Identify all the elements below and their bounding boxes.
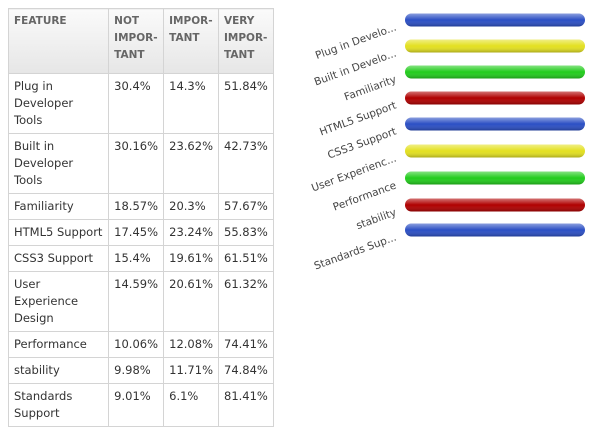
table-row: Plug in Developer Tools 30.4% 14.3% 51.84% [7, 73, 274, 134]
bar-shine [405, 13, 585, 27]
header-cell: IMPOR- TANT [163, 8, 219, 74]
table-cell: 20.3% [163, 193, 219, 220]
bar-shine [405, 223, 585, 237]
table-cell: stability [7, 357, 110, 384]
table-cell: Standards Support [7, 383, 110, 427]
header-line: IMPOR- [224, 32, 268, 44]
table-row: Familiarity 18.57% 20.3% 57.67% [7, 193, 274, 220]
bar-label: Standards Sup... [313, 232, 398, 273]
table-cell: 10.06% [108, 331, 165, 358]
table-cell: 23.24% [163, 219, 219, 246]
header-line: TANT [169, 32, 200, 44]
table-cell: HTML5 Support [7, 219, 110, 246]
table-cell: Built in Developer Tools [7, 133, 110, 194]
bar-shine [405, 65, 585, 79]
header-line: IMPOR- [114, 32, 158, 44]
table-cell: 57.67% [218, 193, 274, 220]
table-cell: 51.84% [218, 73, 274, 134]
table-cell: 81.41% [218, 383, 274, 427]
table-cell: CSS3 Support [7, 245, 110, 272]
header-line: FEATURE [14, 15, 67, 27]
header-line: TANT [224, 49, 255, 61]
header-row: FEATURE NOT IMPOR- TANT IMPOR- TANT VERY IMPOR-… [7, 8, 274, 74]
chart: Plug in Develo...Built in Develo...Famil… [310, 13, 585, 273]
bar-shine [405, 171, 585, 185]
table-cell: 12.08% [163, 331, 219, 358]
header-cell: NOT IMPOR- TANT [108, 8, 165, 74]
table-cell: 61.32% [218, 271, 274, 332]
bar-label: Familiarity [343, 74, 398, 104]
table-row: Performance 10.06% 12.08% 74.41% [7, 331, 274, 358]
header-line: IMPOR- [169, 15, 213, 27]
table-cell: 42.73% [218, 133, 274, 194]
table-cell: Performance [7, 331, 110, 358]
header-line: NOT [114, 15, 140, 27]
table-row: CSS3 Support 15.4% 19.61% 61.51% [7, 245, 274, 272]
table-cell: 20.61% [163, 271, 219, 332]
table-cell: 30.16% [108, 133, 165, 194]
table-row: HTML5 Support 17.45% 23.24% 55.83% [7, 219, 274, 246]
table-cell: 74.41% [218, 331, 274, 358]
table-cell: 30.4% [108, 73, 165, 134]
table-cell: 61.51% [218, 245, 274, 272]
bar-label: stability [355, 207, 398, 233]
table-cell: 15.4% [108, 245, 165, 272]
table-row: Built in Developer Tools 30.16% 23.62% 42.7… [7, 133, 274, 194]
table-cell: 17.45% [108, 219, 165, 246]
header-line: TANT [114, 49, 145, 61]
table-cell: 11.71% [163, 357, 219, 384]
bar-shine [405, 91, 585, 105]
table-row: User Experience Design 14.59% 20.61% 61.32% [7, 271, 274, 332]
table-cell: 9.01% [108, 383, 165, 427]
table-row: Standards Support 9.01% 6.1% 81.41% [7, 383, 274, 427]
table-cell: Familiarity [7, 193, 110, 220]
table-cell: 19.61% [163, 245, 219, 272]
data-table: FEATURE NOT IMPOR- TANT IMPOR- TANT VERY IMPOR-… [7, 8, 274, 427]
header-cell: VERY IMPOR- TANT [218, 8, 274, 74]
bar-shine [405, 198, 585, 212]
header-cell: FEATURE [7, 8, 110, 74]
bar-shine [405, 39, 585, 53]
table-cell: 14.59% [108, 271, 165, 332]
header-line: VERY [224, 15, 255, 27]
table-cell: User Experience Design [7, 271, 110, 332]
table-cell: 6.1% [163, 383, 219, 427]
bar-shine [405, 144, 585, 158]
table-cell: 9.98% [108, 357, 165, 384]
table-cell: 14.3% [163, 73, 219, 134]
table-cell: Plug in Developer Tools [7, 73, 110, 134]
table-cell: 74.84% [218, 357, 274, 384]
table-cell: 18.57% [108, 193, 165, 220]
bar-shine [405, 117, 585, 131]
table-cell: 55.83% [218, 219, 274, 246]
table-cell: 23.62% [163, 133, 219, 194]
table-row: stability 9.98% 11.71% 74.84% [7, 357, 274, 384]
